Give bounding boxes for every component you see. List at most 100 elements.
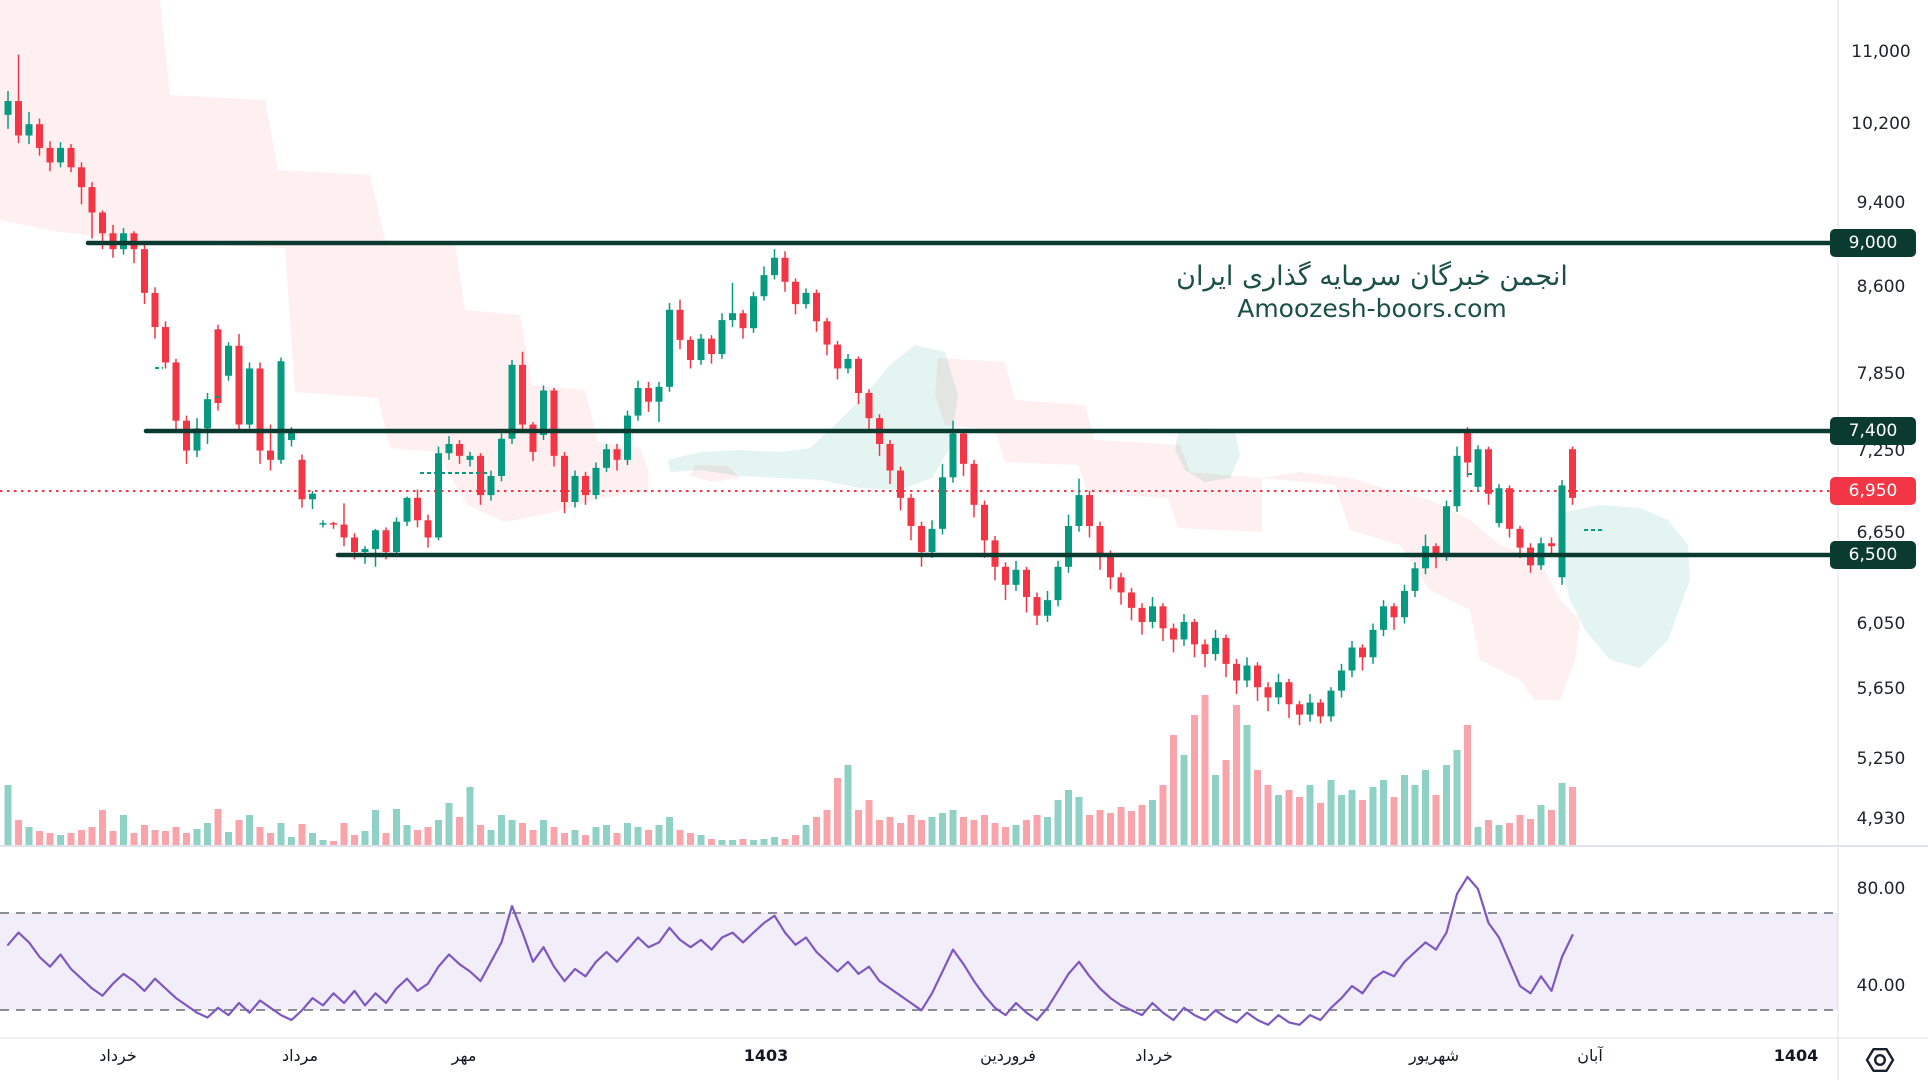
volume-bar xyxy=(1149,800,1156,845)
candle-body xyxy=(246,368,253,425)
candle-body xyxy=(498,438,505,476)
price-axis-label: 5,650 xyxy=(1856,679,1906,699)
volume-bar xyxy=(666,817,673,845)
candle-body xyxy=(466,455,474,460)
volume-bar xyxy=(403,825,411,845)
candle-body xyxy=(1275,682,1282,698)
candle-body xyxy=(981,504,988,541)
volume-bar xyxy=(592,827,600,845)
hexagon-circle-icon[interactable] xyxy=(1862,1044,1898,1076)
candle-body xyxy=(1023,569,1030,598)
volume-bar xyxy=(1159,785,1167,845)
volume-bar xyxy=(309,833,316,845)
time-axis-label[interactable]: 1404 xyxy=(1773,1046,1819,1065)
candle-body xyxy=(214,329,222,403)
volume-bar xyxy=(414,830,421,845)
volume-bar xyxy=(550,827,558,845)
candle-body xyxy=(235,345,243,425)
candle-body xyxy=(424,520,432,538)
candle-body xyxy=(15,101,22,136)
candle-body xyxy=(361,549,369,553)
volume-bar xyxy=(99,810,106,845)
volume-bar xyxy=(1170,735,1177,845)
candle-body xyxy=(403,497,411,522)
volume-bar xyxy=(477,825,484,845)
volume-bar xyxy=(855,810,862,845)
candle-body xyxy=(1411,568,1419,591)
rsi-band xyxy=(0,913,1838,1010)
volume-bar xyxy=(571,830,579,845)
candle-body xyxy=(193,428,201,451)
volume-bar xyxy=(1474,827,1482,845)
candle-body xyxy=(792,281,799,305)
volume-bar xyxy=(529,830,537,845)
candle-body xyxy=(970,463,978,505)
candle-body xyxy=(708,338,715,355)
candle-body xyxy=(288,432,295,441)
volume-bar xyxy=(1065,790,1072,845)
candle-body xyxy=(141,249,148,293)
candle-body xyxy=(36,124,43,148)
volume-bar xyxy=(235,820,243,845)
candle-body xyxy=(718,320,726,355)
candle-body xyxy=(267,450,274,460)
volume-bar xyxy=(204,823,211,845)
price-axis[interactable]: 11,000 10,200 9,400 8,600 7,850 7,250 6,650 6,0… xyxy=(1830,0,1928,1080)
time-axis-label[interactable]: خرداد xyxy=(99,1046,137,1065)
candle-body xyxy=(393,521,400,553)
volume-bar xyxy=(1453,750,1461,845)
volume-bar xyxy=(603,825,610,845)
volume-bar xyxy=(172,827,180,845)
candle-body xyxy=(1443,506,1450,555)
candle-body xyxy=(529,424,537,452)
candle-body xyxy=(1138,607,1146,622)
candle-body xyxy=(907,497,915,526)
candle-body xyxy=(613,449,621,460)
volume-bar xyxy=(466,787,474,845)
time-axis-label[interactable]: مهر xyxy=(451,1046,477,1065)
time-axis-label[interactable]: 1403 xyxy=(743,1046,789,1065)
time-axis-label[interactable]: خرداد xyxy=(1135,1046,1173,1065)
volume-bar xyxy=(876,820,883,845)
volume-bar xyxy=(445,803,453,845)
candle-body xyxy=(1191,621,1198,645)
volume-bar xyxy=(288,837,295,845)
time-axis-label[interactable]: آبان xyxy=(1577,1046,1603,1065)
candle-body xyxy=(949,433,957,478)
volume-bar xyxy=(634,827,642,845)
volume-bar xyxy=(1495,825,1503,845)
time-axis-label[interactable]: شهریور xyxy=(1408,1046,1460,1065)
candle-body xyxy=(1180,621,1188,640)
time-axis-label[interactable]: مرداد xyxy=(281,1046,319,1065)
candle-body xyxy=(1348,647,1356,671)
candle-body xyxy=(1296,704,1303,715)
candle-body xyxy=(1390,606,1398,618)
volume-bar xyxy=(1054,800,1062,845)
volume-bar xyxy=(361,831,369,845)
candle-body xyxy=(666,309,673,387)
volume-bar xyxy=(1075,797,1083,845)
candle-body xyxy=(1264,687,1272,698)
candle-body xyxy=(1474,449,1482,487)
volume-bar xyxy=(519,823,526,845)
candle-body xyxy=(414,497,421,521)
time-axis[interactable]: خرداد مرداد مهر 1403 فروردین خرداد شهریور آبان 1… xyxy=(0,1038,1928,1080)
volume-bar xyxy=(1527,819,1534,845)
volume-bar xyxy=(886,817,894,845)
volume-bar xyxy=(676,830,684,845)
volume-bar xyxy=(330,841,337,845)
candle-body xyxy=(67,147,75,168)
price-axis-label: 7,250 xyxy=(1856,441,1906,461)
candle-body xyxy=(1128,592,1135,608)
volume-bar xyxy=(540,820,547,845)
volume-bar xyxy=(981,815,988,845)
candle-body xyxy=(1338,670,1345,691)
volume-bar xyxy=(25,827,33,845)
time-axis-label[interactable]: فروردین xyxy=(980,1046,1036,1065)
candle-body xyxy=(88,187,96,213)
price-axis-label: 5,250 xyxy=(1856,749,1906,769)
volume-bar xyxy=(36,831,43,845)
candle-body xyxy=(1212,637,1219,655)
price-level-badge: 7,400 xyxy=(1830,417,1916,445)
